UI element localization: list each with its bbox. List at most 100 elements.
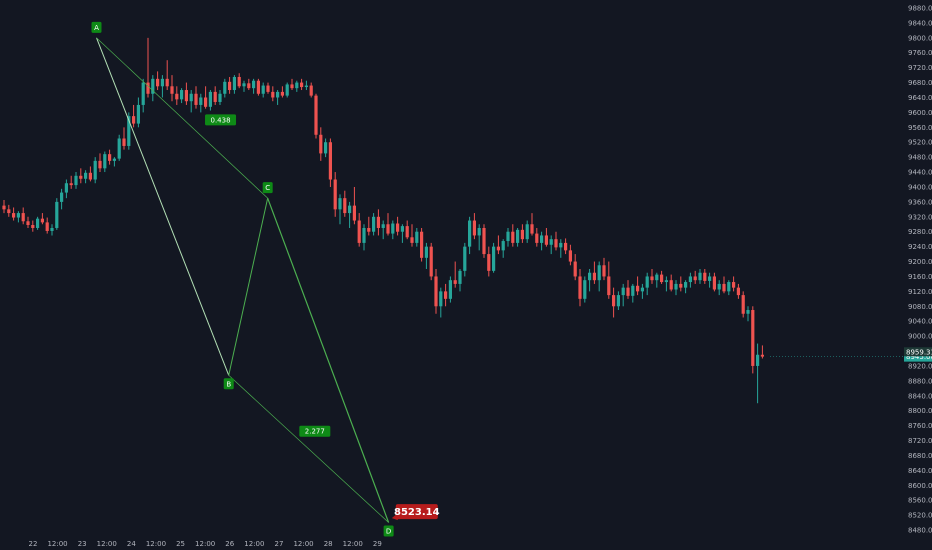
candle-body [328,142,332,180]
candle-body [122,138,126,146]
candle-body [688,276,692,283]
target-price-label: 8523.14 [394,507,440,518]
y-tick-label: 9440.00 [908,169,932,177]
candle-body [736,287,740,296]
candle-body [151,78,155,94]
y-tick-label: 8480.00 [908,527,932,535]
y-tick-label: 8520.00 [908,512,932,520]
candle-body [141,82,145,105]
candle-body [184,90,188,102]
candle-body [712,276,716,290]
candle-body [612,295,616,307]
candle-body [463,246,467,271]
candle-body [607,276,611,296]
candle-body [26,221,30,226]
candle-body [487,254,491,271]
secondary-price-tag [904,347,932,357]
candle-body [525,224,529,240]
candle-body [112,158,116,161]
candle-body [448,280,452,299]
x-tick-label: 24 [127,540,136,548]
pattern-point-c[interactable] [262,182,273,194]
candle-body [242,83,246,87]
candle-body [583,280,587,299]
y-tick-label: 9680.00 [908,79,932,87]
candle-body [376,216,380,228]
ratio-label-bg [205,114,237,126]
candle-body [338,198,342,210]
candle-body [516,229,520,243]
candle-body [602,265,606,277]
candle-body [343,198,347,214]
candle-body [616,295,620,307]
candle-body [684,282,688,288]
x-tick-label: 22 [28,540,37,548]
candle-body [175,93,179,100]
candle-body [247,83,251,89]
candle-body [477,227,481,236]
candle-body [324,142,328,154]
leg-ab[interactable] [96,37,230,376]
abcd-pattern[interactable]: 0.438 2.277 A B C D 8523.14 [91,21,440,537]
candle-body [746,310,750,314]
y-tick-label: 9120.00 [908,288,932,296]
target-label-bg [395,504,438,520]
price-axis[interactable]: 8480.00 8520.00 8560.00 8600.00 8640.00 8680.… [908,5,932,535]
y-tick-label: 9000.00 [908,333,932,341]
y-tick-label: 8680.00 [908,452,932,460]
y-tick-label: 9520.00 [908,139,932,147]
candle-body [93,160,97,180]
pattern-point-d[interactable] [383,525,394,537]
leg-cd[interactable] [267,197,390,523]
candle-body [2,205,6,210]
candle-body [386,224,390,234]
candle-body [218,93,222,102]
candle-body [732,282,736,288]
candle-body [40,218,44,223]
y-tick-label: 9320.00 [908,213,932,221]
x-tick-label: 12:00 [146,540,166,548]
leg-bc[interactable] [228,198,269,376]
candle-body [535,233,539,243]
candle-body [280,91,284,96]
candle-body [208,91,212,107]
x-tick-label: 27 [274,540,283,548]
y-tick-label: 8840.00 [908,392,932,400]
candle-body [88,172,92,180]
x-tick-label: 29 [373,540,382,548]
y-tick-label: 9040.00 [908,318,932,326]
candle-body [98,160,102,169]
candle-body [530,224,534,234]
y-tick-label: 9640.00 [908,94,932,102]
candle-body [103,154,107,169]
candle-body [693,276,697,281]
candle-body [276,91,280,98]
pattern-point-label: D [386,528,391,536]
pattern-point-b[interactable] [223,378,234,390]
y-tick-label: 9200.00 [908,258,932,266]
candle-body [55,201,59,228]
candle-body [482,227,486,255]
candle-body [180,90,184,100]
candle-body [367,227,371,232]
candle-body [722,283,726,292]
ratio-line-bd[interactable] [228,375,389,523]
candle-body [309,85,313,96]
pattern-point-a[interactable] [91,21,102,33]
candle-body [160,78,164,87]
ratio-line-ac[interactable] [96,37,268,199]
candle-body [290,84,294,89]
y-tick-label: 9800.00 [908,34,932,42]
candle-body [285,84,289,96]
candle-body [271,91,275,98]
candle-body [362,227,366,243]
candle-body [74,175,78,186]
time-axis[interactable]: 22 12:00 23 12:00 24 12:00 25 12:00 26 12:00 27 12:… [28,540,381,548]
candle-body [348,205,352,214]
candle-body [381,224,385,228]
x-tick-label: 12:00 [195,540,215,548]
candle-body [69,183,73,186]
y-tick-label: 9560.00 [908,124,932,132]
candle-body [592,272,596,281]
